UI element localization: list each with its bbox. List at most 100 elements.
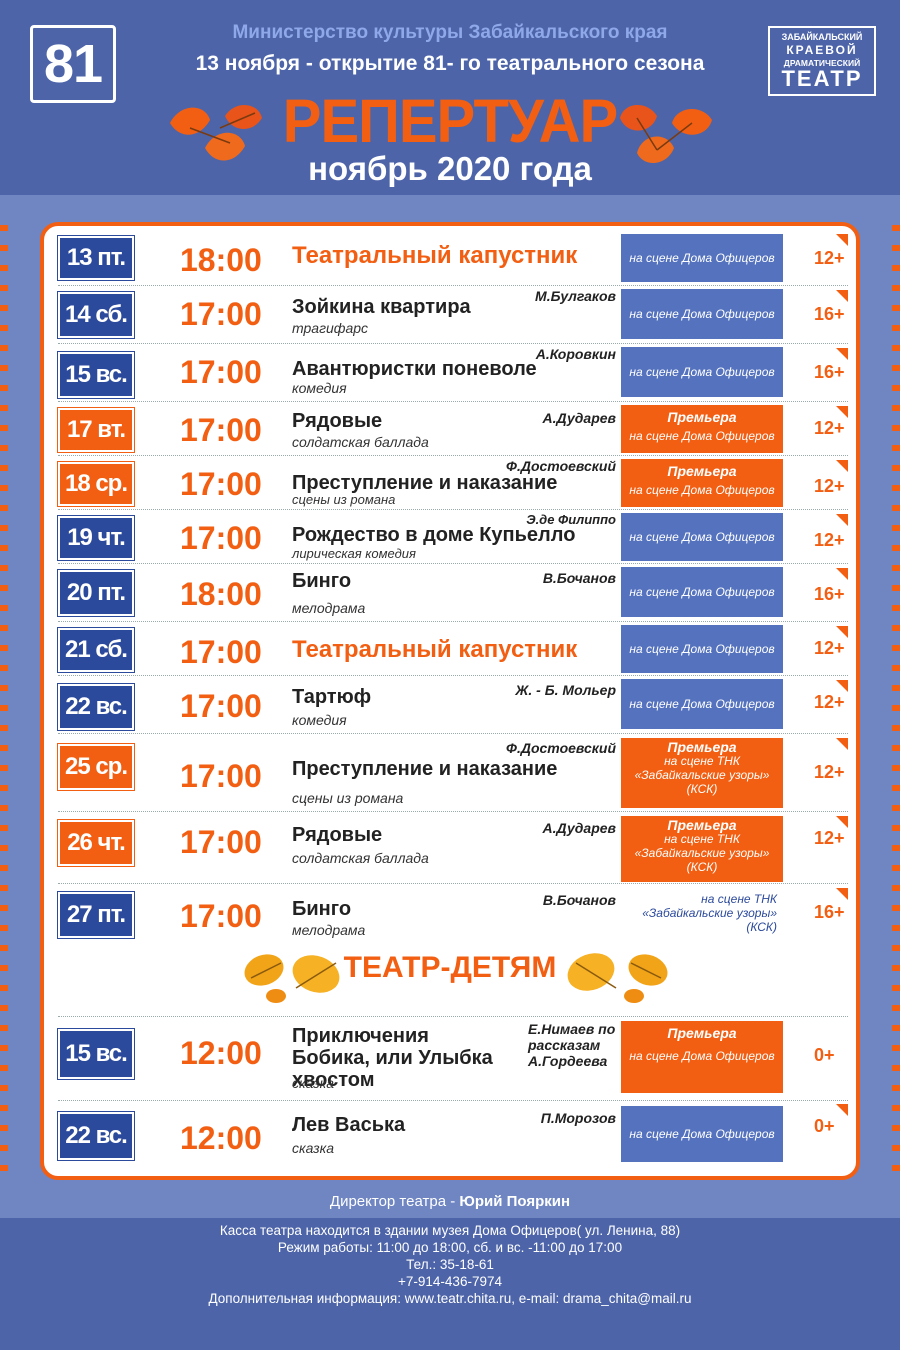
show-title: Преступление и наказание bbox=[292, 472, 558, 494]
date-badge: 13 пт. bbox=[58, 236, 134, 280]
show-time: 18:00 bbox=[180, 576, 262, 612]
ministry-text: Министерство культуры Забайкальского кра… bbox=[232, 22, 668, 43]
show-time: 17:00 bbox=[180, 824, 262, 860]
table-row: 26 чт. 17:00 А.Дударев Рядовые солдатска… bbox=[58, 812, 848, 884]
corner-marker bbox=[836, 234, 848, 246]
table-row: 22 вс. 12:00 П.Морозов Лев Васька сказка… bbox=[58, 1100, 848, 1166]
author: Э.де Филиппо bbox=[526, 512, 616, 527]
show-genre: сцены из романа bbox=[292, 492, 396, 507]
show-time: 12:00 bbox=[180, 1120, 262, 1156]
venue-label: Премьера на сцене ТНК «Забайкальские узо… bbox=[621, 738, 783, 808]
corner-marker bbox=[836, 626, 848, 638]
theatre-logo: ЗАБАЙКАЛЬСКИЙ КРАЕВОЙ ДРАМАТИЧЕСКИЙ ТЕАТ… bbox=[768, 26, 876, 96]
corner-marker bbox=[836, 514, 848, 526]
show-genre: комедия bbox=[292, 380, 347, 396]
side-dashes-right bbox=[892, 225, 900, 1175]
table-row: 19 чт. 17:00 Э.де Филиппо Рождество в до… bbox=[58, 510, 848, 564]
date-badge: 18 ср. bbox=[58, 462, 134, 506]
age-rating: 16+ bbox=[814, 362, 845, 382]
venue-label: Премьера на сцене Дома Офицеров bbox=[621, 405, 783, 453]
venue-label: на сцене Дома Офицеров bbox=[621, 347, 783, 397]
director-label: Директор театра - bbox=[329, 1193, 460, 1210]
author: А.Дударев bbox=[542, 410, 616, 426]
schedule-panel: 13 пт. 18:00 Театральный капустник на сц… bbox=[40, 222, 860, 1180]
age-rating: 0+ bbox=[814, 1116, 835, 1136]
date-badge: 22 вс. bbox=[58, 1112, 134, 1160]
autumn-leaves-left-icon bbox=[244, 954, 340, 1003]
author: А.Коровкин bbox=[535, 346, 616, 362]
director-line: Директор театра - Юрий Пояркин bbox=[0, 1193, 900, 1210]
author: Ф.Достоевский bbox=[506, 740, 616, 756]
date-badge: 21 сб. bbox=[58, 628, 134, 672]
corner-marker bbox=[836, 406, 848, 418]
table-row: 13 пт. 18:00 Театральный капустник на сц… bbox=[58, 232, 848, 286]
venue-text: на сцене ТНК «Забайкальские узоры» (КСК) bbox=[634, 832, 770, 874]
show-time: 17:00 bbox=[180, 688, 262, 724]
venue-text: на сцене Дома Офицеров bbox=[629, 1049, 775, 1063]
table-row: 15 вс. 17:00 А.Коровкин Авантюристки пон… bbox=[58, 344, 848, 402]
autumn-leaves-left-icon bbox=[170, 104, 262, 161]
show-time: 17:00 bbox=[180, 898, 262, 934]
table-row: 17 вт. 17:00 А.Дударев Рядовые солдатска… bbox=[58, 402, 848, 456]
premiere-badge: Премьера bbox=[667, 739, 737, 755]
director-name: Юрий Пояркин bbox=[459, 1193, 571, 1210]
date-badge: 19 чт. bbox=[58, 516, 134, 560]
venue-label: на сцене ТНК «Забайкальские узоры» (КСК) bbox=[621, 890, 783, 940]
date-badge: 14 сб. bbox=[58, 292, 134, 338]
age-rating: 12+ bbox=[814, 762, 845, 782]
show-genre: мелодрама bbox=[292, 922, 366, 938]
corner-marker bbox=[836, 348, 848, 360]
show-genre: лирическая комедия bbox=[292, 546, 416, 561]
author: В.Бочанов bbox=[542, 570, 616, 586]
show-genre: солдатская баллада bbox=[292, 434, 429, 450]
show-genre: мелодрама bbox=[292, 600, 366, 616]
show-time: 17:00 bbox=[180, 412, 262, 448]
show-genre: сказка bbox=[292, 1140, 334, 1156]
kids-heading: ТЕАТР-ДЕТЯМ bbox=[343, 951, 557, 984]
show-time: 12:00 bbox=[180, 1035, 262, 1071]
date-badge: 26 чт. bbox=[58, 820, 134, 866]
venue-label: на сцене Дома Офицеров bbox=[621, 1106, 783, 1162]
venue-label: на сцене Дома Офицеров bbox=[621, 679, 783, 729]
table-row: 22 вс. 17:00 Ж. - Б. Мольер Тартюф комед… bbox=[58, 676, 848, 734]
autumn-leaves-right-icon bbox=[567, 953, 668, 1003]
venue-text: на сцене Дома Офицеров bbox=[629, 483, 775, 497]
corner-marker bbox=[836, 460, 848, 472]
author: Е.Нимаев по рассказам А.Гордеева bbox=[528, 1021, 616, 1069]
venue-label: на сцене Дома Офицеров bbox=[621, 567, 783, 617]
theatre-logo-line: КРАЕВОЙ bbox=[786, 43, 858, 57]
venue-label: на сцене Дома Офицеров bbox=[621, 513, 783, 561]
season-logo: 81 bbox=[30, 25, 116, 103]
show-title: Лев Васька bbox=[292, 1114, 406, 1136]
table-row: 14 сб. 17:00 М.Булгаков Зойкина квартира… bbox=[58, 286, 848, 344]
table-row: 18 ср. 17:00 Ф.Достоевский Преступление … bbox=[58, 456, 848, 510]
corner-marker bbox=[836, 888, 848, 900]
opening-hours: Режим работы: 11:00 до 18:00, сб. и вс. … bbox=[277, 1240, 623, 1255]
show-title: Рождество в доме Купьелло bbox=[292, 524, 576, 546]
show-title: Приключения Бобика, или Улыбка хвостом bbox=[292, 1025, 493, 1091]
venue-label: на сцене Дома Офицеров bbox=[621, 234, 783, 282]
date-badge: 25 ср. bbox=[58, 744, 134, 790]
date-badge: 15 вс. bbox=[58, 1029, 134, 1079]
corner-marker bbox=[836, 568, 848, 580]
premiere-badge: Премьера bbox=[667, 817, 737, 833]
premiere-badge: Премьера bbox=[667, 409, 737, 425]
premiere-badge: Премьера bbox=[667, 463, 737, 479]
table-row: 27 пт. 17:00 В.Бочанов Бинго мелодрама н… bbox=[58, 884, 848, 944]
table-row: 21 сб. 17:00 Театральный капустник на сц… bbox=[58, 622, 848, 676]
side-dashes-left bbox=[0, 225, 8, 1175]
date-badge: 15 вс. bbox=[58, 352, 134, 398]
box-office-address: Касса театра находится в здании музея До… bbox=[219, 1223, 681, 1238]
show-title: Рядовые bbox=[292, 410, 383, 432]
age-rating: 0+ bbox=[814, 1045, 835, 1065]
show-genre: комедия bbox=[292, 712, 347, 728]
age-rating: 12+ bbox=[814, 530, 845, 550]
premiere-badge: Премьера bbox=[667, 1025, 737, 1041]
show-title: Рядовые bbox=[292, 824, 383, 846]
age-rating: 12+ bbox=[814, 638, 845, 658]
show-time: 17:00 bbox=[180, 758, 262, 794]
author: М.Булгаков bbox=[535, 288, 616, 304]
show-genre: солдатская баллада bbox=[292, 850, 429, 866]
corner-marker bbox=[836, 290, 848, 302]
show-title: Зойкина квартира bbox=[292, 296, 471, 318]
